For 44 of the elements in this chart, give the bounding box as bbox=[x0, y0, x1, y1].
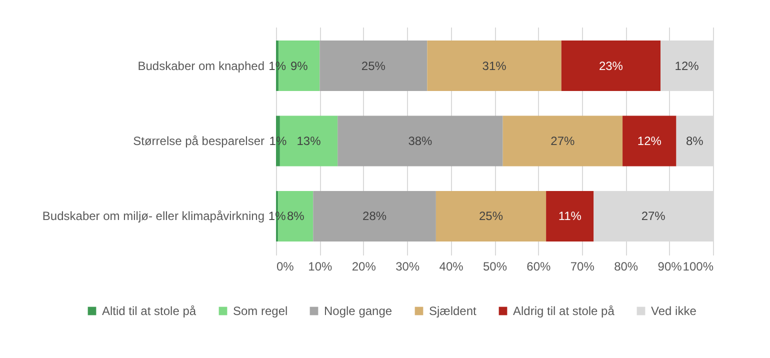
bar bbox=[436, 191, 546, 242]
x-tick-label: 40% bbox=[439, 260, 464, 274]
y-tick-label: Budskaber om knaphed bbox=[138, 58, 264, 73]
data-label: 11% bbox=[558, 209, 582, 224]
data-label: 8% bbox=[686, 134, 704, 148]
bar bbox=[313, 191, 436, 242]
legend-label: Aldrig til at stole på bbox=[513, 304, 615, 318]
data-label: 28% bbox=[362, 209, 387, 224]
bar bbox=[427, 40, 562, 91]
data-label: 25% bbox=[361, 58, 386, 73]
data-label: 27% bbox=[641, 209, 666, 224]
x-tick-label: 80% bbox=[614, 260, 638, 274]
data-label: 13% bbox=[296, 134, 322, 148]
data-label: 38% bbox=[408, 134, 433, 148]
data-label: 12% bbox=[637, 134, 662, 148]
legend-label: Sjældent bbox=[429, 304, 478, 318]
x-tick-label: 10% bbox=[308, 260, 333, 274]
x-tick-label: 100% bbox=[682, 260, 714, 274]
x-tick-label: 50% bbox=[482, 260, 508, 274]
bar bbox=[320, 40, 428, 91]
x-tick-label: 60% bbox=[526, 260, 552, 274]
data-label: 9% bbox=[290, 58, 308, 73]
x-tick-label: 70% bbox=[570, 260, 595, 274]
bar bbox=[622, 116, 676, 166]
data-label: 25% bbox=[478, 209, 504, 224]
x-tick-label: 20% bbox=[352, 260, 376, 274]
bar bbox=[546, 191, 594, 242]
x-tick-label: 90% bbox=[658, 260, 682, 274]
data-label: 31% bbox=[482, 58, 507, 73]
bar bbox=[338, 116, 503, 166]
data-label: 23% bbox=[598, 58, 624, 73]
legend-label: Altid til at stole på bbox=[102, 304, 196, 318]
data-label: 27% bbox=[550, 134, 576, 148]
x-tick-label: 30% bbox=[396, 260, 420, 274]
bar bbox=[502, 116, 623, 166]
y-tick-label: Budskaber om miljø- eller klimapåvirkning bbox=[42, 209, 264, 224]
data-label: 12% bbox=[674, 58, 700, 73]
x-tick-label: 0% bbox=[276, 260, 294, 274]
bar bbox=[561, 40, 661, 91]
legend-label: Nogle gange bbox=[324, 304, 392, 318]
legend-label: Ved ikke bbox=[651, 304, 697, 318]
y-tick-label: Størrelse på besparelser bbox=[133, 134, 265, 148]
legend-label: Som regel bbox=[233, 304, 288, 318]
data-label: 8% bbox=[286, 209, 305, 224]
